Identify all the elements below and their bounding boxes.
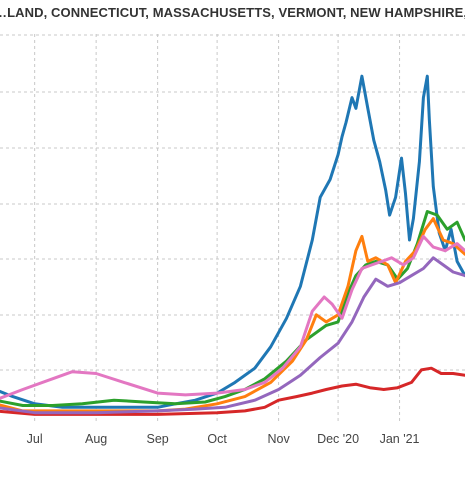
series-line-3 — [0, 210, 465, 407]
x-tick-label: Oct — [207, 432, 227, 446]
series-line-4 — [0, 217, 465, 413]
series-line-5 — [0, 256, 465, 415]
x-tick-label: Jul — [27, 432, 43, 446]
series-line-6 — [0, 234, 465, 400]
x-tick-label: Dec '20 — [317, 432, 359, 446]
x-tick-label: Sep — [146, 432, 168, 446]
series-line-2 — [0, 366, 465, 416]
x-tick-label: Aug — [85, 432, 107, 446]
x-tick-label: Jan '21 — [380, 432, 420, 446]
x-tick-label: Nov — [267, 432, 290, 446]
chart-title: …LAND, CONNECTICUT, MASSACHUSETTS, VERMO… — [0, 5, 465, 20]
series-line-1 — [0, 74, 465, 409]
